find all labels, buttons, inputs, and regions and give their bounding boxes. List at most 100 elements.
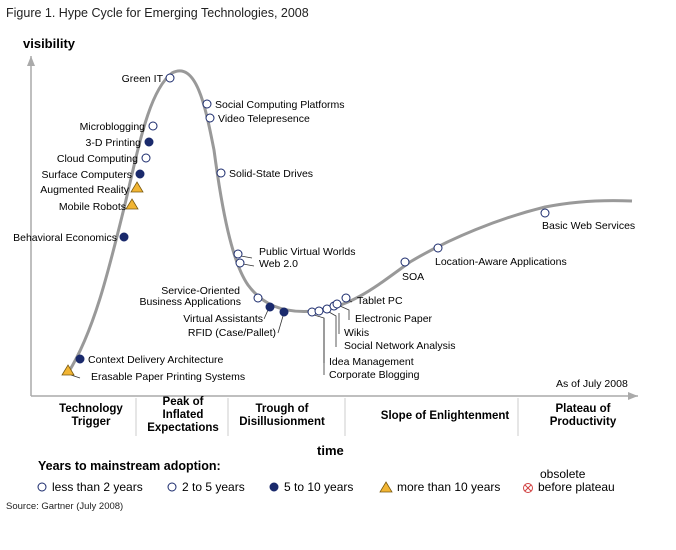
point-label: Microblogging	[80, 121, 146, 133]
point-green-it: Green IT	[122, 73, 175, 85]
point-label: Idea Management	[329, 356, 414, 368]
filled-circle-marker	[119, 232, 129, 242]
point-label: Web 2.0	[259, 258, 298, 270]
phase-label-line: Trough of	[255, 403, 308, 415]
filled-circle-marker	[75, 354, 85, 364]
legend-title: Years to mainstream adoption:	[38, 459, 221, 473]
point-behavioral-economics: Behavioral Economics	[13, 232, 129, 244]
point-virtual-assistants: Virtual Assistants	[183, 302, 275, 325]
leader-line	[263, 309, 269, 320]
leader-line	[70, 374, 81, 379]
point-surface-computers: Surface Computers	[42, 169, 145, 181]
phase-technology-trigger: Technology Trigger	[59, 403, 123, 428]
point-label: Solid-State Drives	[229, 168, 313, 180]
x-axis-title: time	[317, 443, 344, 458]
point-label: Cloud Computing	[57, 153, 138, 165]
legend-item-less-than-2-years: less than 2 years	[36, 480, 143, 494]
point-tablet-pc: Tablet PC	[341, 293, 403, 307]
point-label: Augmented Reality	[40, 184, 129, 196]
filled-circle-icon	[269, 482, 279, 492]
open-circle-marker	[433, 243, 443, 253]
legend-item-2-to-5-years: 2 to 5 years	[166, 480, 245, 494]
leader-line	[240, 255, 253, 259]
leader-line	[339, 305, 350, 320]
hype-curve-line	[66, 69, 633, 374]
as-of-label: As of July 2008	[556, 378, 628, 390]
point-label: Social Network Analysis	[344, 340, 455, 352]
point-label: Business Applications	[139, 296, 241, 308]
point-label: Surface Computers	[42, 169, 132, 181]
point-augmented-reality: Augmented Reality	[40, 181, 144, 196]
point-web-2-0: Web 2.0	[235, 258, 298, 270]
point-electronic-paper: Electronic Paper	[332, 299, 433, 325]
point-cloud-computing: Cloud Computing	[57, 153, 151, 165]
triangle-marker	[125, 198, 139, 210]
point-label: Tablet PC	[357, 295, 403, 307]
obsolete-line2: before plateau	[538, 480, 615, 494]
open-circle-marker	[400, 257, 410, 267]
open-circle-icon	[37, 482, 47, 492]
filled-circle-marker	[144, 137, 154, 147]
leader-line	[277, 315, 284, 334]
point-label: Green IT	[122, 73, 164, 85]
leader-line	[328, 311, 337, 347]
leader-line	[242, 263, 255, 267]
point-label: Corporate Blogging	[329, 369, 420, 381]
point-label: Location-Aware Applications	[435, 256, 567, 268]
point-label: Public Virtual Worlds	[259, 246, 355, 258]
open-circle-marker	[141, 153, 151, 163]
open-circle-marker	[216, 168, 226, 178]
crossed-circle-icon	[523, 483, 533, 493]
open-circle-marker	[332, 299, 342, 309]
technology-points: Green IT Social Computing Platforms Video …	[13, 73, 635, 383]
point-label: Basic Web Services	[542, 220, 635, 232]
point-label: 3-D Printing	[86, 137, 142, 149]
phase-label-line: Technology	[59, 403, 123, 415]
triangle-marker	[61, 364, 75, 376]
legend-item-obsolete: obsolete before plateau	[522, 468, 615, 494]
y-axis-arrow-icon	[27, 56, 35, 66]
phase-peak-of-inflated-expectations: Peak of Inflated Expectations	[147, 396, 219, 434]
open-circle-marker	[233, 249, 243, 259]
point-mobile-robots: Mobile Robots	[59, 198, 139, 213]
point-label: Erasable Paper Printing Systems	[91, 371, 245, 383]
point-solid-state-drives: Solid-State Drives	[216, 168, 313, 180]
phase-label-line: Disillusionment	[239, 416, 325, 428]
open-circle-marker	[202, 99, 212, 109]
open-circle-marker	[314, 306, 324, 316]
point-video-telepresence: Video Telepresence	[205, 113, 310, 125]
point-basic-web-services: Basic Web Services	[540, 208, 635, 232]
open-circle-marker	[235, 258, 245, 268]
phase-label-line: Slope of Enlightenment	[381, 410, 510, 422]
point-social-computing-platforms: Social Computing Platforms	[202, 99, 345, 111]
phase-slope-of-enlightenment: Slope of Enlightenment	[381, 410, 510, 422]
point-erasable-paper-printing-systems: Erasable Paper Printing Systems	[61, 364, 245, 383]
triangle-icon	[379, 481, 393, 493]
point-soa: SOA	[400, 257, 424, 283]
phase-label-line: Plateau of	[556, 403, 611, 415]
point-rfid-case-pallet: RFID (Case/Pallet)	[188, 307, 289, 339]
filled-circle-marker	[135, 169, 145, 179]
legend-label: 5 to 10 years	[284, 480, 354, 494]
phase-label-line: Peak of	[163, 396, 204, 408]
legend-item-more-than-10-years: more than 10 years	[379, 480, 500, 494]
open-circle-marker	[341, 293, 351, 303]
point-3-d-printing: 3-D Printing	[86, 137, 154, 149]
source-note: Source: Gartner (July 2008)	[6, 501, 124, 512]
point-label: Behavioral Economics	[13, 232, 117, 244]
phase-trough-of-disillusionment: Trough of Disillusionment	[239, 403, 325, 428]
x-axis-arrow-icon	[628, 392, 638, 400]
phase-plateau-of-productivity: Plateau of Productivity	[550, 403, 617, 428]
y-axis-title: visibility	[23, 36, 76, 51]
point-label: RFID (Case/Pallet)	[188, 327, 276, 339]
leader-line	[313, 314, 325, 375]
legend-label: more than 10 years	[397, 480, 501, 494]
open-circle-marker	[205, 113, 215, 123]
phase-label-line: Trigger	[72, 416, 112, 428]
triangle-marker	[130, 181, 144, 193]
point-label: Electronic Paper	[355, 313, 433, 325]
point-label: Social Computing Platforms	[215, 99, 345, 111]
point-context-delivery-architecture: Context Delivery Architecture	[75, 354, 224, 366]
